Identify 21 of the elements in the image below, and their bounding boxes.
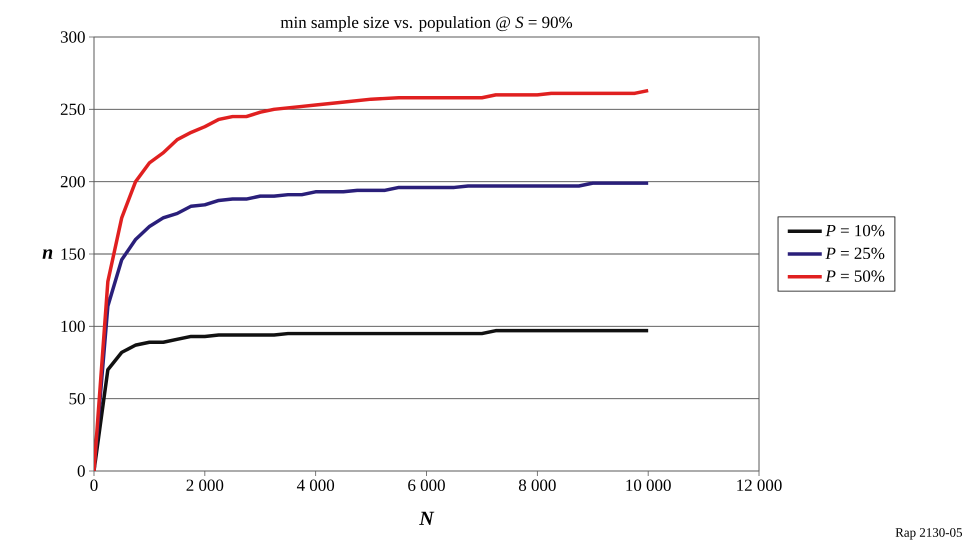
y-tick-label: 150 xyxy=(62,248,85,260)
x-tick-label: 2 000 xyxy=(186,480,224,491)
x-tick-label: 12 000 xyxy=(737,480,782,491)
x-tick-label: 6 000 xyxy=(408,480,445,491)
y-tick-label: 100 xyxy=(62,320,85,332)
y-tick-label: 0 xyxy=(78,465,85,477)
text: Rap 2130-05 xyxy=(896,528,962,540)
legend-label: P = 50% xyxy=(825,270,884,282)
y-tick-label: 250 xyxy=(60,104,85,116)
legend-label: P = 25% xyxy=(825,248,884,260)
legend-label: P = 10% xyxy=(825,224,884,236)
y-axis-title: n xyxy=(42,249,52,259)
x-tick-label: 4 000 xyxy=(296,480,334,491)
chart-title: min sample size vs. population @ S = 90% xyxy=(280,16,572,32)
x-tick-label: 8 000 xyxy=(518,480,556,491)
y-tick-label: 300 xyxy=(60,31,85,43)
x-tick-label: 0 xyxy=(90,480,98,491)
x-axis-title: N xyxy=(419,512,434,525)
y-tick-label: 200 xyxy=(60,176,85,188)
y-tick-label: 50 xyxy=(70,392,85,404)
x-tick-label: 10 000 xyxy=(626,480,671,491)
